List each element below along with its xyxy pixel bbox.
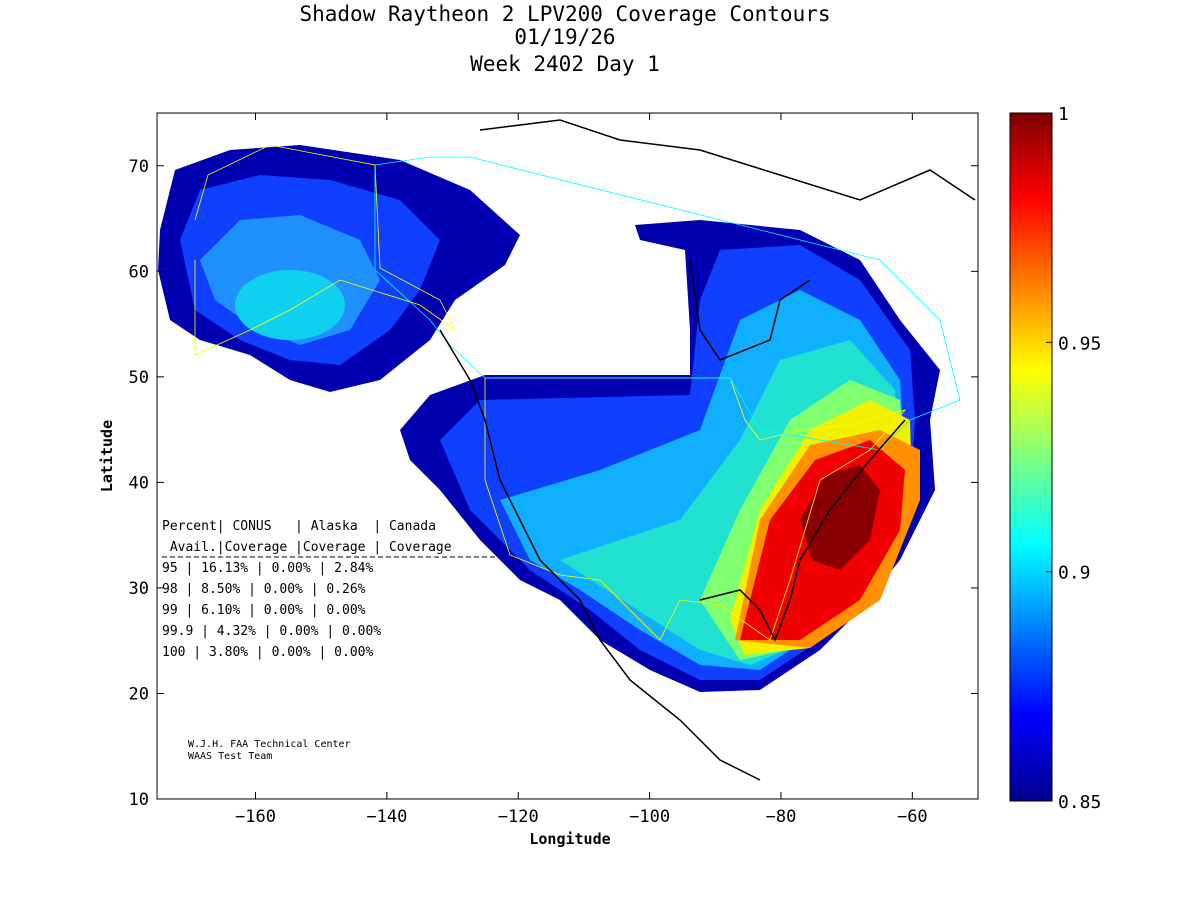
credit-line-1: W.J.H. FAA Technical Center xyxy=(188,739,351,750)
credit-line-2: WAAS Test Team xyxy=(188,751,272,762)
chart-title: Shadow Raytheon 2 LPV200 Coverage Contou… xyxy=(299,2,831,26)
x-tick-label: −140 xyxy=(366,807,407,827)
coverage-table: Percent| CONUS | Alaska | Canada Avail.|… xyxy=(162,519,500,660)
table-header-1: Percent| CONUS | Alaska | Canada xyxy=(162,519,436,534)
colorbar-tick-label: 1 xyxy=(1058,104,1069,125)
contour-alaska-090 xyxy=(235,270,345,340)
chart-week: Week 2402 Day 1 xyxy=(470,52,660,76)
y-axis-label: Latitude xyxy=(98,420,116,492)
colorbar-tick-label: 0.85 xyxy=(1058,792,1101,813)
chart-date: 01/19/26 xyxy=(514,25,616,49)
y-tick-label: 10 xyxy=(129,790,149,810)
table-row: 98 | 8.50% | 0.00% | 0.26% xyxy=(162,582,366,597)
y-tick-label: 70 xyxy=(129,157,149,177)
y-tick-label: 20 xyxy=(129,684,149,704)
coastline xyxy=(439,119,976,781)
x-ticks: −160 −140 −120 −100 −80 −60 xyxy=(235,113,928,827)
colorbar-tick-label: 0.9 xyxy=(1058,563,1091,584)
y-tick-label: 60 xyxy=(129,262,149,282)
y-ticks: 10 20 30 40 50 60 70 xyxy=(129,157,978,810)
x-tick-label: −100 xyxy=(629,807,670,827)
alaska-boundary xyxy=(194,144,456,356)
plot-frame xyxy=(156,112,979,800)
table-row: 100 | 3.80% | 0.00% | 0.00% xyxy=(162,645,373,660)
x-tick-label: −60 xyxy=(897,807,928,827)
y-tick-label: 50 xyxy=(129,368,149,388)
colorbar xyxy=(1009,112,1053,802)
table-header-2: Avail.|Coverage |Coverage | Coverage xyxy=(162,540,452,555)
y-tick-label: 30 xyxy=(129,579,149,599)
x-axis-label: Longitude xyxy=(529,830,610,848)
x-tick-label: −120 xyxy=(498,807,539,827)
colorbar-tick-label: 0.95 xyxy=(1058,333,1101,354)
coverage-contours xyxy=(158,119,976,781)
x-tick-label: −80 xyxy=(766,807,797,827)
colorbar-ticks: 1 0.95 0.9 0.85 xyxy=(1046,104,1101,813)
conus-boundary xyxy=(484,377,907,641)
x-tick-label: −160 xyxy=(235,807,276,827)
y-tick-label: 40 xyxy=(129,473,149,493)
table-row: 99.9 | 4.32% | 0.00% | 0.00% xyxy=(162,624,381,639)
table-row: 95 | 16.13% | 0.00% | 2.84% xyxy=(162,561,373,576)
table-row: 99 | 6.10% | 0.00% | 0.00% xyxy=(162,603,366,618)
canada-boundary xyxy=(374,156,961,451)
contour-main-100 xyxy=(800,465,880,570)
